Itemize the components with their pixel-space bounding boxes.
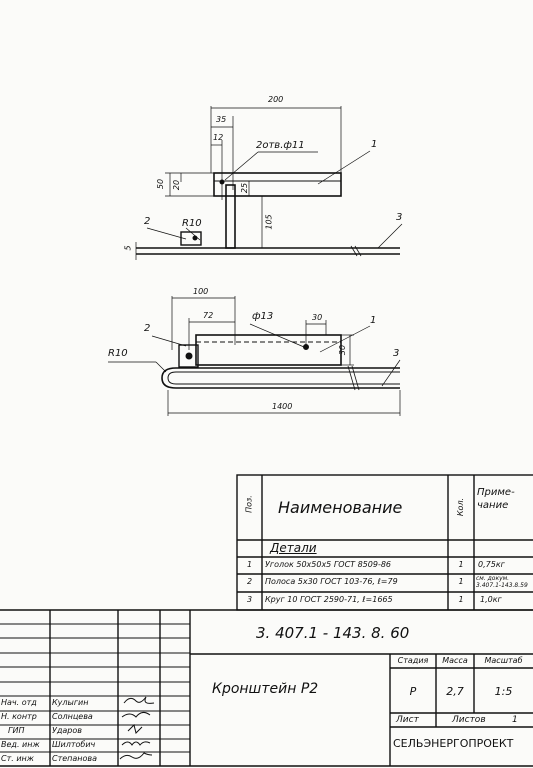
mass-value: 2,7 — [446, 685, 464, 698]
plan-view — [108, 296, 401, 416]
dim-1400-label: 1400 — [272, 402, 293, 411]
pos-1-plan-label: 1 — [370, 315, 377, 326]
mass-label: Масса — [442, 656, 468, 665]
dim-30-label: 30 — [312, 313, 323, 322]
r10-plan-label: R10 — [108, 348, 128, 359]
dim-5-label: 5 — [123, 245, 133, 251]
angle-leg — [225, 184, 236, 249]
row-pos: 3 — [246, 595, 253, 604]
stage-value: Р — [409, 685, 417, 698]
header-name: Наименование — [278, 498, 403, 517]
dim-25-label: 25 — [240, 182, 250, 194]
dim-105-label: 105 — [264, 214, 274, 230]
dim-72-label: 72 — [203, 311, 214, 320]
signer-name: Шилтобич — [52, 740, 96, 749]
dim-20-label: 20 — [172, 179, 182, 191]
spec-table-grid — [236, 474, 533, 611]
scale-label: Масштаб — [484, 656, 523, 665]
dim-12-label: 12 — [213, 133, 224, 142]
drawing-title: Кронштейн Р2 — [212, 681, 319, 697]
stage-label: Стадия — [397, 656, 429, 665]
row-qty: 1 — [458, 595, 464, 604]
sheets-label: Листов — [452, 715, 486, 725]
title-block-grid — [0, 609, 533, 767]
signer-name: Степанова — [52, 754, 98, 763]
section-title: Детали — [270, 541, 317, 555]
row-name: Полоса 5х30 ГОСТ 103-76, ℓ=79 — [265, 577, 398, 586]
header-pos: Поз. — [244, 495, 254, 513]
row-note: 0,75кг — [478, 560, 505, 569]
pos-2-plan-label: 2 — [144, 323, 151, 334]
row-pos: 1 — [246, 560, 253, 569]
hole-mark — [303, 344, 309, 350]
signer-role: Вед. инж — [1, 740, 40, 749]
row-note: 1,0кг — [480, 595, 502, 604]
sheets-value: 1 — [512, 715, 518, 725]
pos-3-plan-label: 3 — [393, 348, 400, 359]
signer-role: Н. контр — [1, 712, 37, 721]
plate-plan — [178, 344, 199, 368]
rod-plan — [161, 367, 400, 389]
signer-role: ГИП — [8, 726, 25, 735]
dim-100-label: 100 — [193, 287, 209, 296]
row-qty: 1 — [458, 577, 464, 586]
header-qty: Кол. — [456, 497, 465, 517]
dim-200-label: 200 — [268, 95, 284, 104]
hole-13-label: ф13 — [252, 311, 274, 322]
signer-name: Ударов — [52, 726, 82, 735]
doc-code: 3. 407.1 - 143. 8. 60 — [256, 624, 410, 642]
signer-name: Кулыгин — [52, 698, 89, 707]
pos-3-label: 3 — [396, 212, 403, 223]
r10-label: R10 — [182, 218, 202, 229]
angle-flange — [213, 172, 342, 197]
row-name: Круг 10 ГОСТ 2590-71, ℓ=1665 — [265, 595, 393, 604]
sheet-label: Лист — [396, 715, 419, 725]
pos-1-label: 1 — [371, 139, 378, 150]
signer-role: Ст. инж — [1, 754, 34, 763]
dim-35-label: 35 — [216, 115, 227, 124]
signer-name: Солнцева — [52, 712, 93, 721]
dim-30-vert-label: 30 — [338, 344, 348, 356]
header-note: Приме- чание — [477, 487, 515, 511]
pos-2-label: 2 — [144, 216, 151, 227]
angle-plan — [195, 334, 342, 366]
signatures — [119, 696, 155, 760]
row-pos: 2 — [246, 577, 253, 586]
signer-role: Нач. отд — [1, 698, 37, 707]
front-view — [135, 106, 403, 260]
row-qty: 1 — [458, 560, 464, 569]
row-note: см. докум. 3.407.1-143.8.59 — [476, 576, 528, 589]
scale-value: 1:5 — [494, 685, 513, 698]
row-name: Уголок 50х50х5 ГОСТ 8509-86 — [265, 560, 392, 569]
holes-note: 2отв.ф11 — [256, 140, 305, 151]
org-name: СЕЛЬЭНЕРГОПРОЕКТ — [393, 737, 514, 750]
dim-50-label: 50 — [156, 178, 166, 190]
